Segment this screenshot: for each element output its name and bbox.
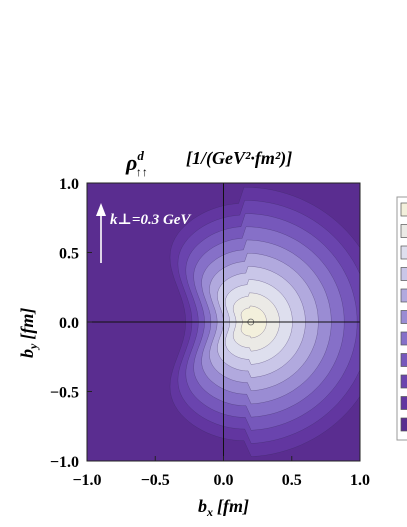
legend-swatch: [400, 353, 407, 367]
legend-swatch: [400, 396, 407, 410]
legend-swatch: [400, 288, 407, 303]
legend-swatch: [400, 267, 407, 281]
legend-swatch: [400, 417, 407, 432]
x-tick-label: 1.0: [350, 472, 370, 489]
y-tick-label: 0.0: [59, 315, 79, 332]
y-tick-label: −1.0: [50, 454, 79, 471]
legend-swatch: [400, 331, 407, 346]
legend-swatch: [400, 202, 407, 217]
plot-area: [86, 182, 361, 462]
x-tick-label: 0.0: [214, 472, 234, 489]
x-tick-label: −0.5: [141, 472, 170, 489]
x-ticks: −1.0 −0.5 0.0 0.5 1.0: [72, 456, 370, 489]
legend-swatch: [400, 245, 407, 260]
chart-title: [1/(GeV²·fm²)]: [186, 148, 292, 169]
color-legend: [396, 196, 407, 441]
y-tick-label: 1.0: [59, 176, 79, 193]
x-tick-label: −1.0: [72, 472, 101, 489]
y-tick-label: −0.5: [50, 385, 79, 402]
y-ticks: 1.0 0.5 0.0 −0.5 −1.0: [50, 176, 92, 471]
title-symbol: ρd ↑↑: [125, 148, 148, 179]
legend-swatch: [400, 374, 407, 389]
y-axis-label: by[fm]: [17, 308, 40, 358]
legend-swatch: [400, 224, 407, 238]
x-axis-label: bx [fm]: [198, 496, 249, 519]
legend-swatch: [400, 310, 407, 324]
y-tick-label: 0.5: [59, 246, 79, 263]
x-tick-label: 0.5: [282, 472, 302, 489]
annotation-label: k⊥=0.3 GeV: [110, 212, 192, 228]
annotation-arrowhead: [96, 203, 106, 216]
